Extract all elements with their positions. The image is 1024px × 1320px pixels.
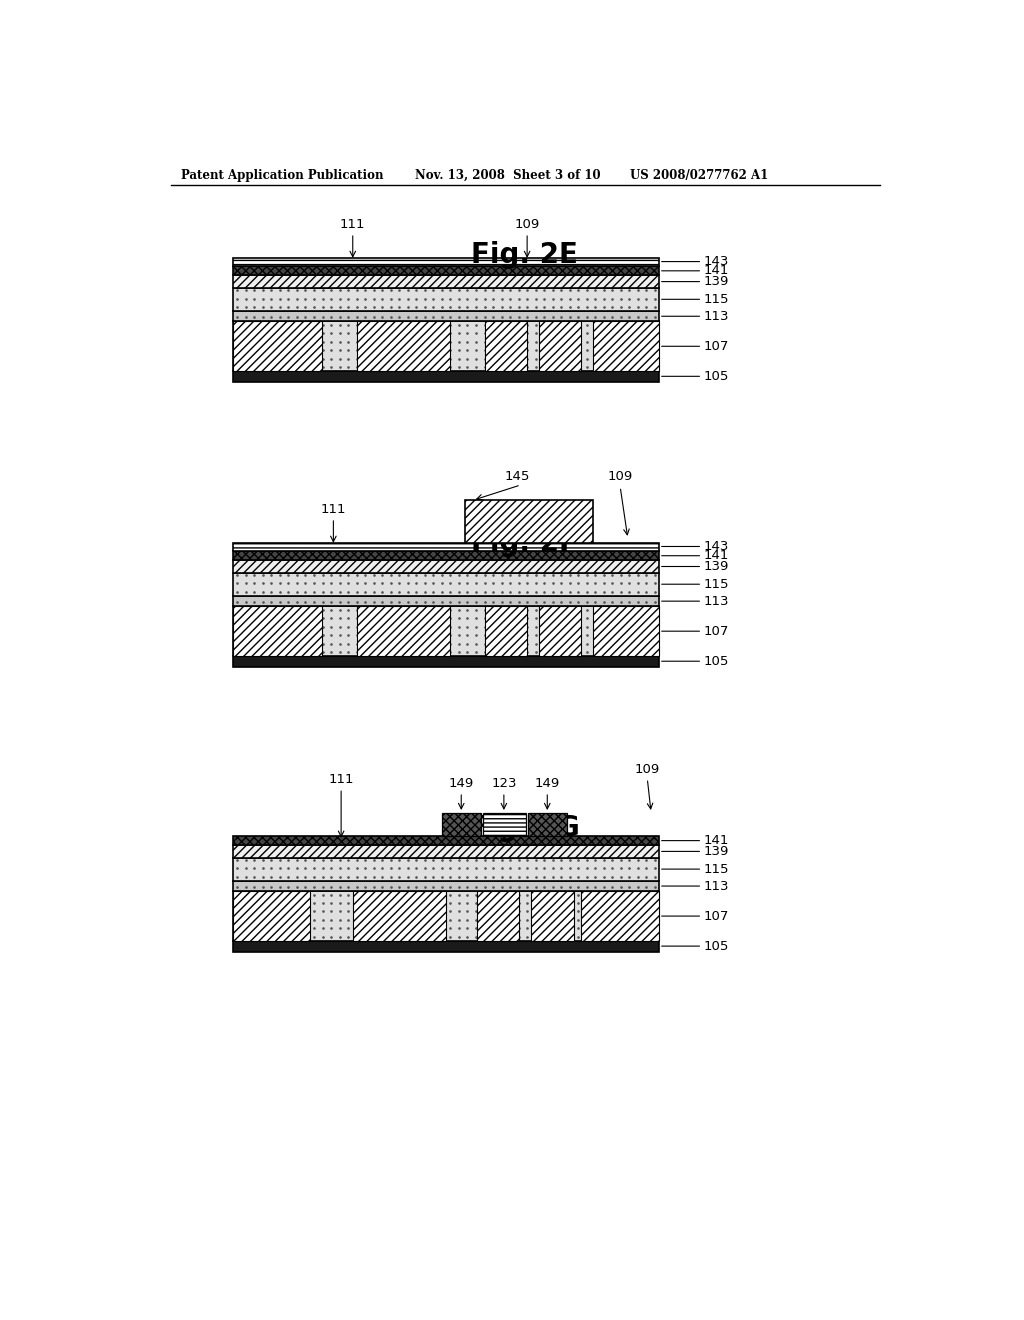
Bar [484,606,527,656]
Bar [442,813,480,836]
Bar [232,573,658,595]
Bar [232,941,658,952]
Text: Nov. 13, 2008  Sheet 3 of 10: Nov. 13, 2008 Sheet 3 of 10 [415,169,600,182]
Text: 109: 109 [635,763,659,776]
Text: 111: 111 [340,218,366,231]
Bar [528,813,566,836]
Bar [232,836,658,845]
Bar [232,560,658,573]
Bar [232,276,658,288]
Text: 139: 139 [703,275,729,288]
Bar [539,606,582,656]
Bar [539,321,582,371]
Bar [232,845,658,858]
Text: 107: 107 [703,339,729,352]
Bar [582,891,658,941]
Text: 149: 149 [535,776,560,789]
Bar [484,321,527,371]
Bar [232,321,322,371]
Text: US 2008/0277762 A1: US 2008/0277762 A1 [630,169,768,182]
Text: 109: 109 [514,218,540,231]
Text: 141: 141 [703,834,729,847]
Bar [232,858,658,880]
Text: 143: 143 [703,540,729,553]
Text: 113: 113 [703,310,729,323]
Bar [232,595,658,606]
Text: 145: 145 [505,470,529,483]
Bar [356,321,450,371]
Bar [232,288,658,312]
Bar [232,257,658,267]
Bar [232,321,658,371]
Bar [483,813,525,836]
Text: 115: 115 [703,293,729,306]
Bar [232,267,658,276]
Bar [356,606,450,656]
Text: 139: 139 [703,845,729,858]
Text: Fig. 2F: Fig. 2F [471,529,579,557]
Bar [352,891,445,941]
Bar [232,606,322,656]
Text: 111: 111 [329,774,354,785]
Text: 143: 143 [703,255,729,268]
Text: 113: 113 [703,879,729,892]
Bar [232,543,658,552]
Bar [593,606,658,656]
Text: 105: 105 [703,940,729,953]
Text: 105: 105 [703,655,729,668]
Text: 139: 139 [703,560,729,573]
Text: 105: 105 [703,370,729,383]
Text: Patent Application Publication: Patent Application Publication [180,169,383,182]
Text: 123: 123 [492,776,517,789]
Bar [477,891,519,941]
Text: 141: 141 [703,264,729,277]
Text: 115: 115 [703,578,729,591]
Text: Fig. 2E: Fig. 2E [471,240,579,269]
Bar [531,891,573,941]
Text: 115: 115 [703,862,729,875]
Bar [232,891,658,941]
Text: 107: 107 [703,909,729,923]
Text: 113: 113 [703,594,729,607]
Bar [232,312,658,321]
Bar [232,891,310,941]
Text: 107: 107 [703,624,729,638]
Text: 149: 149 [449,776,474,789]
Text: 109: 109 [607,470,633,483]
Bar [232,606,658,656]
Text: 111: 111 [321,503,346,516]
Bar [232,371,658,381]
Bar [232,552,658,561]
Text: 141: 141 [703,549,729,562]
Text: Fig. 2G: Fig. 2G [469,814,581,842]
Bar [593,321,658,371]
Bar [465,500,593,543]
Bar [232,880,658,891]
Bar [232,656,658,667]
